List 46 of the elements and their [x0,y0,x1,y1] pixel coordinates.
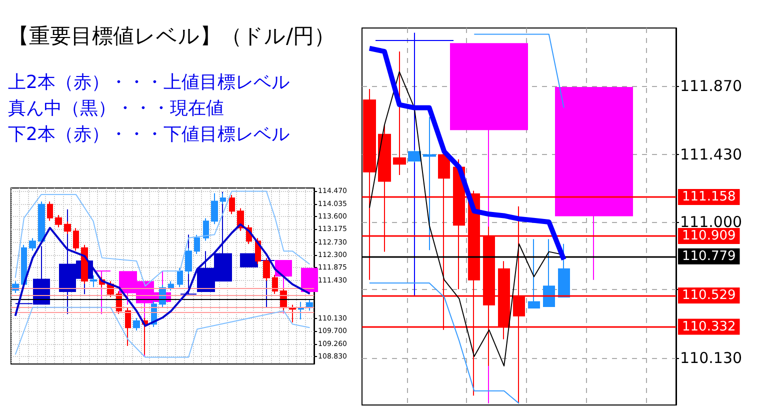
candlestick [90,274,97,288]
candlestick [64,220,71,235]
candlestick [133,317,140,332]
candlestick [203,218,209,242]
candlestick [177,268,183,288]
candlestick [93,270,111,315]
ref-line-label: 110.332 [682,319,736,334]
candlestick [528,238,540,309]
candlestick [168,280,174,292]
line-series [14,306,310,358]
candlestick [73,228,79,252]
candlestick [558,243,570,298]
line-series [14,190,310,286]
candlestick [220,192,226,205]
candlestick [194,234,200,254]
text: 真ん中（黒）・・・現在値 [8,97,225,121]
ref-line-label: 110.779 [682,248,736,264]
candlestick [55,214,62,228]
y-tick-label: 111.430 [680,146,742,164]
text: 上2本（赤）・・・上値目標レベル [8,71,290,95]
candlestick [408,150,421,164]
line-series [368,282,520,404]
ref-line-label: 110.909 [682,228,736,244]
candlestick [29,238,36,252]
candlestick [229,194,235,215]
candlestick [240,253,258,268]
candlestick [263,258,270,282]
candlestick [275,260,292,314]
y-tick-label: 111.000 [680,212,742,231]
candlestick [423,116,436,251]
text: 下2本（赤）・・・下値目標レベル [8,123,290,147]
text: 【重要目標値レベル】（ドル/円） [8,23,336,50]
candlestick [81,244,88,284]
candlestick [543,238,555,307]
candlestick [185,248,192,274]
ref-line-label: 110.529 [682,288,736,303]
y-tick-label: 111.870 [680,76,742,95]
candlestick [47,200,53,222]
ref-line-label: 111.158 [682,189,736,204]
candlestick [306,299,313,312]
candlestick [393,50,406,176]
y-tick-label: 110.130 [680,349,742,368]
candlestick [125,307,131,346]
candlestick [211,192,218,225]
candlestick [272,274,278,294]
candlestick [555,86,633,280]
